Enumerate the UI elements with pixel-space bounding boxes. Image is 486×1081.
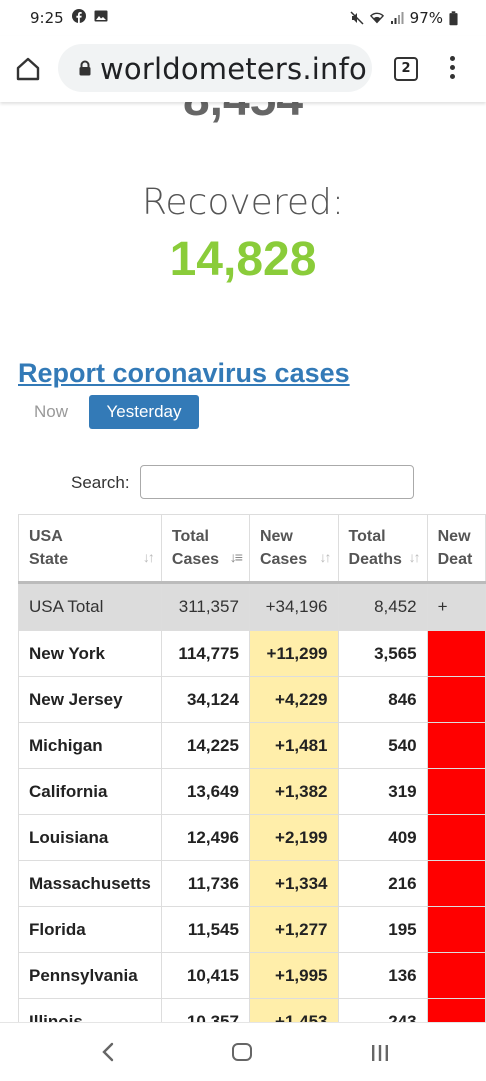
state-cell: Louisiana [18,814,162,861]
total-deaths-cell: 195 [337,906,428,953]
table-total-row: USA Total 311,357 +34,196 8,452 + [18,581,486,631]
header-total-deaths[interactable]: Total Deaths ↓↑ [337,514,428,583]
header-new-cases[interactable]: New Cases ↓↑ [248,514,339,583]
sort-icon: ↓↑ [319,549,332,565]
signal-icon [390,12,404,24]
total-deaths-cell: 409 [337,814,428,861]
total-cases-cell: 13,649 [160,768,250,815]
usa-states-table: USA State ↓↑ Total Cases ↓≡ New Cases ↓↑… [18,514,486,1022]
state-cell: Michigan [18,722,162,769]
state-cell: Florida [18,906,162,953]
header-total-cases[interactable]: Total Cases ↓≡ [160,514,250,583]
total-deaths-cell: 8,452 [337,581,428,631]
total-cases-cell: 12,496 [160,814,250,861]
report-cases-link[interactable]: Report coronavirus cases [18,358,350,388]
state-cell: New Jersey [18,676,162,723]
state-cell: California [18,768,162,815]
total-deaths-cell: 3,565 [337,630,428,677]
back-icon[interactable] [98,1041,118,1063]
status-time: 9:25 [30,9,64,27]
new-cases-cell: +1,277 [248,906,339,953]
search-label: Search: [71,473,130,492]
table-row: Michigan 14,225 +1,481 540 [18,722,486,769]
address-bar[interactable]: worldometers.info [58,44,372,92]
table-row: New York 114,775 +11,299 3,565 [18,630,486,677]
page-content: 8,454 Recovered: 14,828 Report coronavir… [0,102,486,1022]
new-deaths-cell [426,630,486,677]
table-row: Louisiana 12,496 +2,199 409 [18,814,486,861]
total-cases-cell: 34,124 [160,676,250,723]
table-row: California 13,649 +1,382 319 [18,768,486,815]
sort-icon: ↓↑ [408,549,421,565]
header-new-deaths[interactable]: New Deat [426,514,486,583]
sort-desc-icon: ↓≡ [229,549,243,565]
new-cases-cell: +1,481 [248,722,339,769]
new-cases-cell: +4,229 [248,676,339,723]
total-cases-cell: 10,357 [160,998,250,1022]
mute-icon [350,11,364,25]
new-cases-cell: +1,382 [248,768,339,815]
total-cases-cell: 11,545 [160,906,250,953]
table-row: Massachusetts 11,736 +1,334 216 [18,860,486,907]
home-nav-icon[interactable] [232,1043,252,1061]
header-state[interactable]: USA State ↓↑ [18,514,162,583]
wifi-icon [369,12,384,24]
state-cell: Illinois [18,998,162,1022]
deaths-counter: 8,454 [0,102,486,127]
new-deaths-cell [426,998,486,1022]
new-cases-cell: +1,334 [248,860,339,907]
total-cases-cell: 311,357 [160,581,250,631]
new-deaths-cell [426,814,486,861]
sort-icon: ↓↑ [142,549,155,565]
new-cases-cell: +2,199 [248,814,339,861]
state-cell: Massachusetts [18,860,162,907]
new-deaths-cell [426,768,486,815]
total-cases-cell: 10,415 [160,952,250,999]
tab-switcher-button[interactable]: 2 [394,57,418,81]
total-deaths-cell: 243 [337,998,428,1022]
url-text[interactable]: worldometers.info [100,52,367,86]
image-icon [94,10,108,22]
new-deaths-cell [426,952,486,999]
table-row: Florida 11,545 +1,277 195 [18,906,486,953]
tab-yesterday[interactable]: Yesterday [89,395,199,429]
battery-percent: 97% [409,9,443,27]
state-cell: New York [18,630,162,677]
new-cases-cell: +11,299 [248,630,339,677]
status-bar: 9:25 97% [0,0,486,36]
total-cases-cell: 14,225 [160,722,250,769]
total-deaths-cell: 540 [337,722,428,769]
browser-toolbar: worldometers.info 2 [0,36,486,102]
total-deaths-cell: 846 [337,676,428,723]
total-deaths-cell: 136 [337,952,428,999]
table-row: Pennsylvania 10,415 +1,995 136 [18,952,486,999]
recovered-value: 14,828 [169,233,317,286]
new-deaths-cell [426,906,486,953]
table-row: New Jersey 34,124 +4,229 846 [18,676,486,723]
total-deaths-cell: 216 [337,860,428,907]
new-deaths-cell [426,860,486,907]
recents-icon[interactable] [370,1043,390,1063]
new-deaths-cell [426,676,486,723]
total-deaths-cell: 319 [337,768,428,815]
home-icon[interactable] [14,55,42,83]
total-new-deaths-cell: + [426,581,486,631]
battery-icon [449,10,458,25]
total-new-cases-cell: +34,196 [248,581,339,631]
search-input[interactable] [140,465,414,499]
tab-now[interactable]: Now [34,402,69,421]
new-cases-cell: +1,453 [248,998,339,1022]
total-cases-cell: 114,775 [160,630,250,677]
lock-icon [79,60,91,76]
recovered-label: Recovered: [142,182,344,223]
total-state-cell: USA Total [18,581,162,631]
total-cases-cell: 11,736 [160,860,250,907]
table-row: Illinois 10,357 +1,453 243 [18,998,486,1022]
state-cell: Pennsylvania [18,952,162,999]
new-cases-cell: +1,995 [248,952,339,999]
facebook-icon [72,9,86,23]
new-deaths-cell [426,722,486,769]
overflow-menu-icon[interactable] [444,56,460,82]
system-nav-bar [0,1022,486,1081]
